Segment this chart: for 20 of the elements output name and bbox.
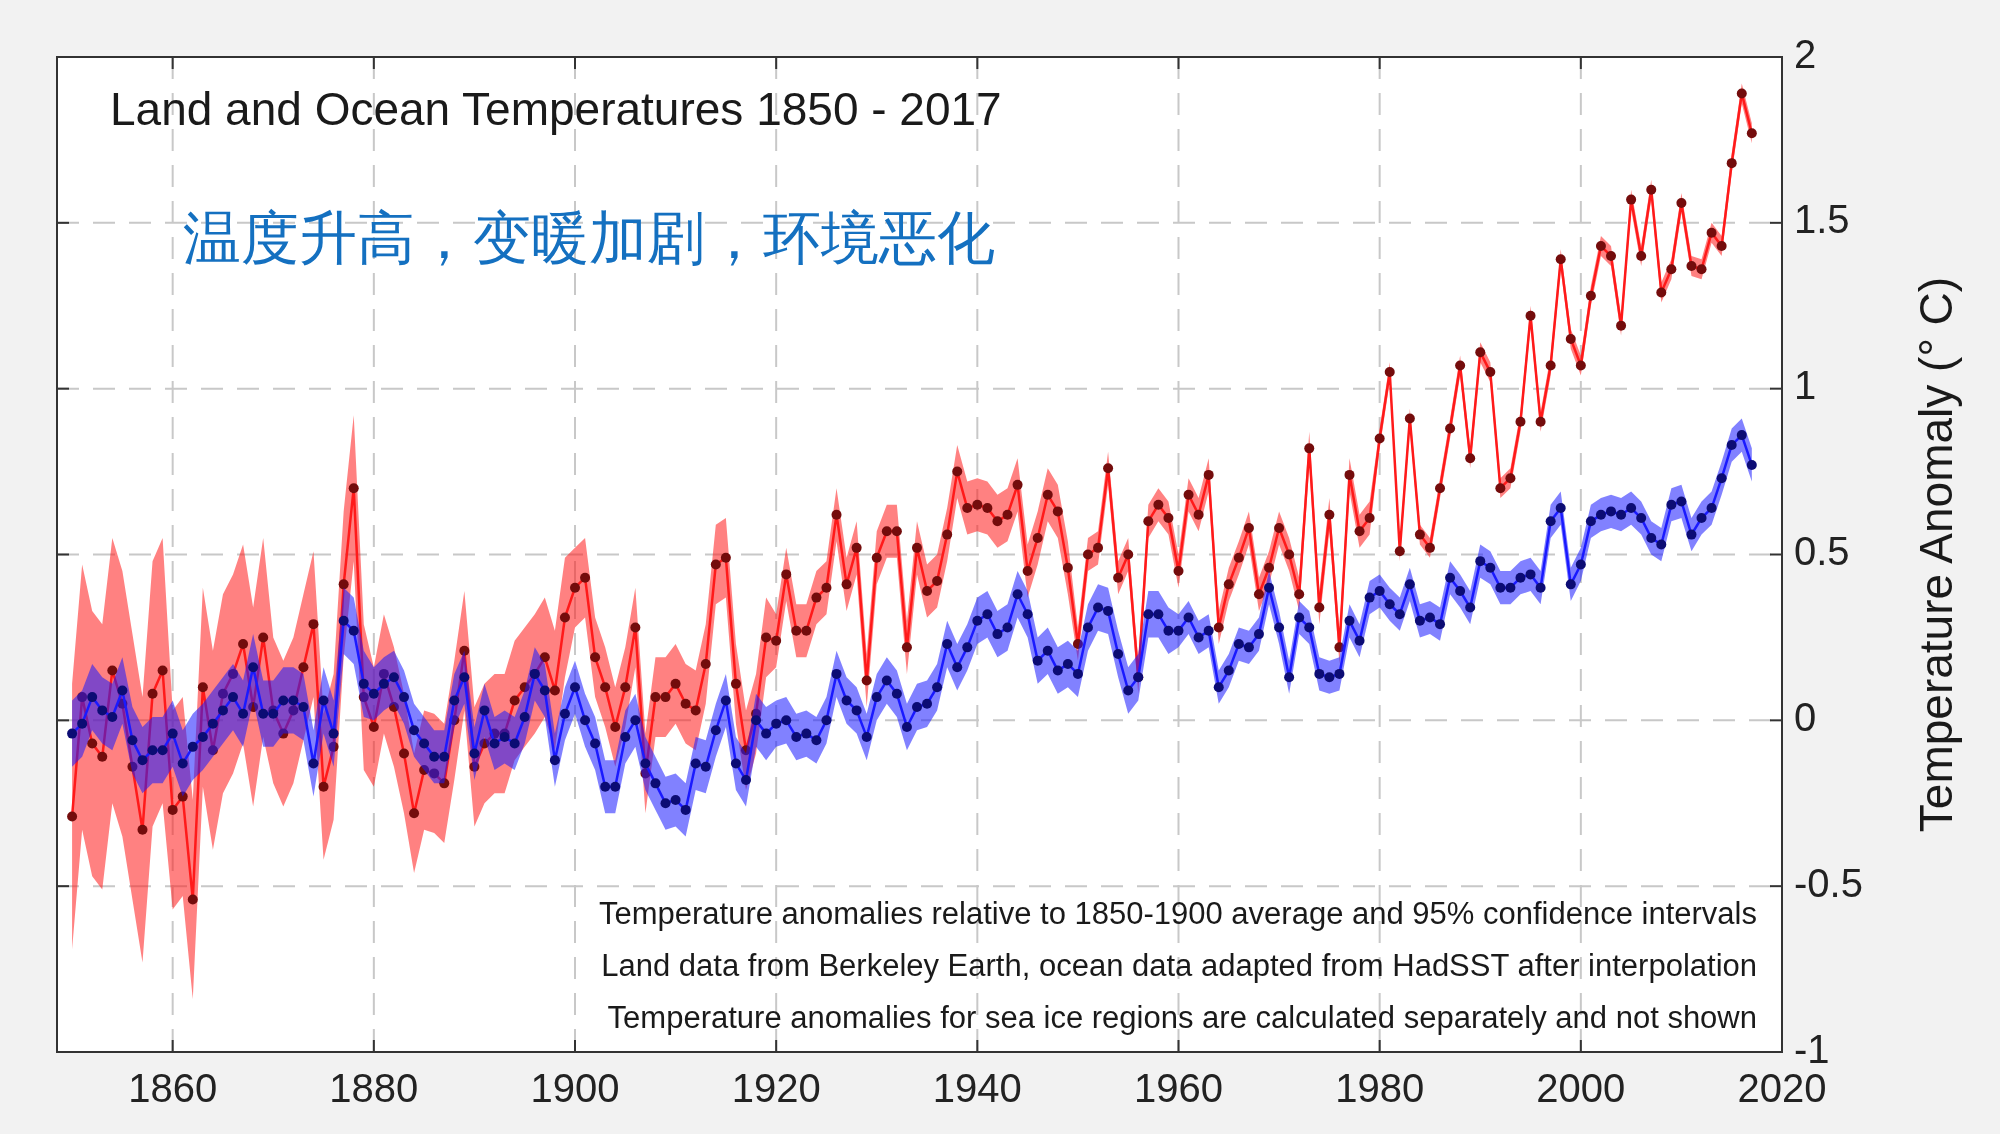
y-tick-label: 1.5 xyxy=(1794,197,1850,242)
annotation: Temperature anomalies for sea ice regions are calculated separately and not shown xyxy=(607,1000,1757,1035)
x-tick-label: 1920 xyxy=(731,1066,821,1110)
x-tick-label: 1900 xyxy=(530,1066,620,1110)
x-tick-label: 1940 xyxy=(932,1066,1022,1110)
annotation: Land data from Berkeley Earth, ocean data adapted from HadSST after interpolation xyxy=(601,948,1757,983)
y-tick-label: 1 xyxy=(1794,363,1817,408)
x-tick-label: 1880 xyxy=(329,1066,419,1110)
x-tick-label: 1980 xyxy=(1335,1066,1425,1110)
y-tick-label: 0.5 xyxy=(1794,529,1850,574)
x-tick-label: 1860 xyxy=(128,1066,218,1110)
x-tick-label: 2000 xyxy=(1536,1066,1626,1110)
text: Land and Ocean Temperatures 1850 - 2017 xyxy=(110,83,1002,135)
y-tick-label: 0 xyxy=(1794,694,1817,739)
text: 温度升高，变暖加剧，环境恶化 xyxy=(183,204,995,272)
y-tick-label: -0.5 xyxy=(1794,860,1863,905)
x-tick-label: 1960 xyxy=(1134,1066,1223,1110)
y-axis-title: Temperature Anomaly (° C) xyxy=(1910,276,1962,833)
annotation: Temperature anomalies relative to 1850-1900 average and 95% confidence intervals xyxy=(598,896,1757,931)
y-tick-label: 2 xyxy=(1794,31,1817,76)
